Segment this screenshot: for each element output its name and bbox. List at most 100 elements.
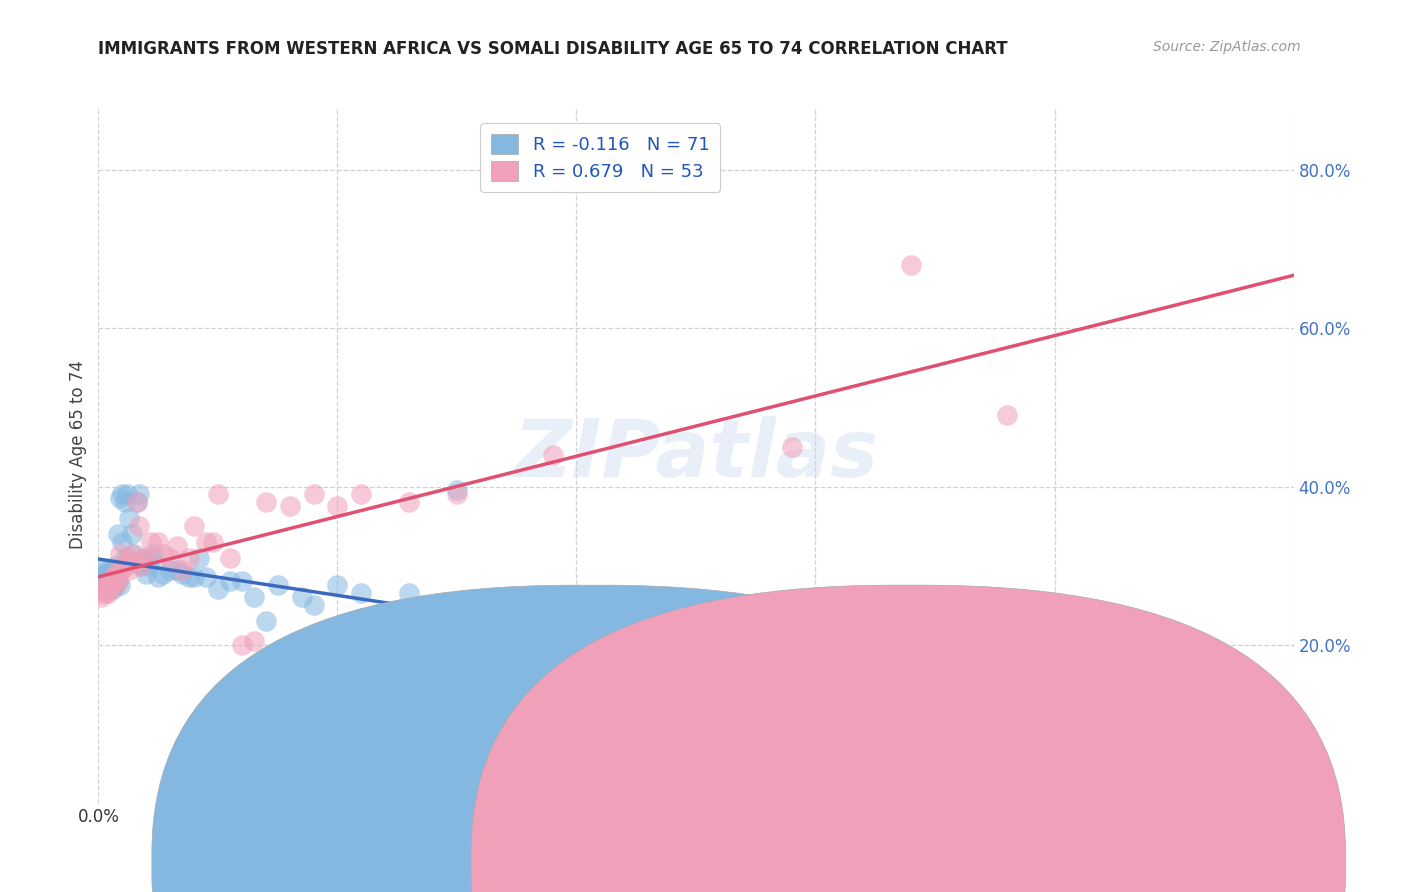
Point — [101, 570, 124, 584]
Point — [125, 495, 148, 509]
Point — [131, 558, 153, 573]
Point — [139, 550, 162, 565]
Point — [709, 625, 731, 640]
Point — [97, 563, 120, 577]
Point — [541, 689, 564, 703]
Point — [243, 591, 266, 605]
Point — [124, 547, 146, 561]
Point — [91, 578, 114, 592]
Point — [138, 558, 160, 573]
Point — [172, 566, 194, 581]
Point — [97, 586, 120, 600]
Point — [121, 527, 143, 541]
Point — [195, 534, 218, 549]
Point — [90, 591, 112, 605]
Point — [326, 578, 349, 592]
Point — [98, 582, 122, 597]
Point — [97, 570, 120, 584]
Point — [219, 574, 242, 589]
Point — [108, 547, 131, 561]
Point — [94, 574, 117, 589]
Point — [183, 570, 205, 584]
Point — [179, 570, 201, 584]
Point — [104, 578, 127, 592]
Point — [104, 570, 127, 584]
Y-axis label: Disability Age 65 to 74: Disability Age 65 to 74 — [69, 360, 87, 549]
Point — [94, 566, 117, 581]
Point — [124, 555, 146, 569]
Point — [111, 487, 134, 501]
Point — [202, 534, 225, 549]
Point — [101, 570, 124, 584]
Point — [231, 574, 253, 589]
Point — [166, 563, 188, 577]
Point — [90, 570, 112, 584]
Point — [114, 495, 136, 509]
Text: Source: ZipAtlas.com: Source: ZipAtlas.com — [1153, 40, 1301, 54]
Point — [91, 582, 114, 597]
Point — [302, 598, 325, 612]
Text: IMMIGRANTS FROM WESTERN AFRICA VS SOMALI DISABILITY AGE 65 TO 74 CORRELATION CHA: IMMIGRANTS FROM WESTERN AFRICA VS SOMALI… — [98, 40, 1008, 58]
Text: Somalis: Somalis — [928, 856, 988, 871]
Point — [291, 591, 314, 605]
Point — [125, 495, 148, 509]
Point — [90, 582, 112, 597]
Point — [118, 563, 141, 577]
Point — [128, 519, 150, 533]
Point — [350, 487, 373, 501]
Point — [661, 598, 683, 612]
Point — [98, 578, 122, 592]
Point — [132, 550, 155, 565]
Point — [172, 563, 194, 577]
Point — [195, 570, 218, 584]
Legend: R = -0.116   N = 71, R = 0.679   N = 53: R = -0.116 N = 71, R = 0.679 N = 53 — [481, 123, 720, 192]
Point — [135, 550, 157, 565]
Point — [152, 547, 174, 561]
Point — [111, 534, 134, 549]
Point — [94, 586, 117, 600]
Point — [267, 578, 290, 592]
Point — [159, 563, 181, 577]
Point — [541, 448, 564, 462]
Point — [446, 483, 468, 498]
Point — [107, 566, 129, 581]
Point — [91, 574, 114, 589]
Point — [148, 570, 170, 584]
Point — [142, 547, 165, 561]
Point — [231, 638, 253, 652]
Point — [278, 500, 301, 514]
Point — [152, 566, 174, 581]
Point — [398, 495, 420, 509]
Text: ZIPatlas: ZIPatlas — [513, 416, 879, 494]
Point — [183, 519, 205, 533]
Point — [326, 500, 349, 514]
Point — [995, 409, 1018, 423]
Point — [101, 574, 124, 589]
Point — [114, 550, 136, 565]
Point — [780, 440, 803, 454]
Point — [94, 582, 117, 597]
Point — [94, 570, 117, 584]
Point — [115, 487, 138, 501]
Point — [135, 566, 157, 581]
Point — [207, 582, 229, 597]
Point — [302, 487, 325, 501]
Point — [446, 487, 468, 501]
Point — [350, 586, 373, 600]
Point — [187, 550, 209, 565]
Point — [254, 614, 277, 628]
Point — [446, 693, 468, 707]
Point — [254, 495, 277, 509]
Point — [243, 633, 266, 648]
Point — [98, 574, 122, 589]
Point — [613, 677, 636, 691]
Point — [159, 550, 181, 565]
Point — [91, 566, 114, 581]
Point — [104, 558, 127, 573]
Point — [128, 487, 150, 501]
Point — [179, 550, 201, 565]
Text: Immigrants from Western Africa: Immigrants from Western Africa — [619, 856, 863, 871]
Point — [98, 578, 122, 592]
Point — [94, 578, 117, 592]
Point — [90, 563, 112, 577]
